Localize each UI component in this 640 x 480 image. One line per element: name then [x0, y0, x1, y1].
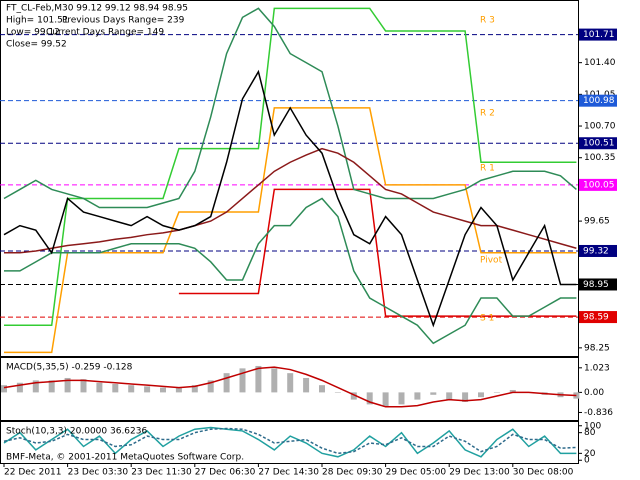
histogram-bar	[96, 382, 103, 393]
histogram-bar	[255, 365, 262, 393]
panel-frame	[0, 0, 579, 357]
y-tick-label: 1.023	[584, 363, 610, 373]
histogram-bar	[144, 386, 151, 393]
histogram-bar	[191, 385, 198, 393]
histogram-bar	[478, 392, 484, 398]
histogram-bar	[509, 389, 516, 393]
histogram-bar	[446, 392, 453, 400]
level-label: 101.71	[583, 30, 615, 40]
histogram-bar	[414, 392, 421, 400]
y-tick-label: -0.836	[584, 408, 613, 418]
histogram-bar	[350, 392, 357, 400]
x-tick-label: 29 Dec 05:00	[386, 468, 447, 478]
histogram-bar	[223, 373, 230, 393]
panel-title: MACD(5,35,5) -0.259 -0.128	[6, 363, 133, 373]
y-tick-label: 99.65	[584, 217, 610, 227]
histogram-bar	[430, 392, 437, 395]
level-box	[579, 311, 617, 324]
y-tick-label: 101.40	[584, 58, 616, 68]
series-line	[4, 197, 577, 345]
info-text: Low= 99.12	[6, 28, 60, 38]
x-tick-label: 27 Dec 06:30	[195, 468, 256, 478]
series-line	[3, 69, 577, 328]
series-line	[3, 427, 577, 455]
level-box	[579, 244, 617, 257]
histogram-bar	[493, 392, 500, 393]
level-box	[579, 94, 617, 107]
level-box	[579, 137, 617, 150]
copyright: BMF-Meta, © 2001-2011 MetaQuotes Softwar…	[6, 453, 244, 463]
pivot-label: R 1	[480, 164, 495, 174]
histogram-bar	[303, 377, 310, 393]
y-tick-label: 20	[584, 449, 596, 459]
x-tick-label: 23 Dec 03:30	[68, 468, 129, 478]
x-tick-label: 30 Dec 08:00	[513, 468, 574, 478]
info-text: Close= 99.52	[6, 40, 67, 50]
y-tick-label: 100.35	[584, 153, 616, 163]
x-tick-label: 23 Dec 11:30	[131, 468, 192, 478]
histogram-bar	[398, 392, 405, 405]
y-tick-label: 100.70	[584, 122, 616, 132]
pivot-label: R 3	[480, 16, 495, 26]
x-tick-label: 29 Dec 13:00	[449, 468, 510, 478]
info-text: High= 101.51	[6, 16, 69, 26]
level-box	[579, 278, 617, 291]
histogram-bar	[319, 385, 325, 393]
pivot-label: Pivot	[480, 256, 503, 266]
histogram-bar	[382, 392, 389, 407]
y-tick-label: 98.25	[584, 343, 610, 353]
level-label: 98.95	[583, 280, 609, 290]
pivot-label: R 2	[480, 109, 495, 119]
x-tick-label: 28 Dec 09:30	[322, 468, 383, 478]
y-tick-label: 0	[584, 456, 590, 466]
x-tick-label: 22 Dec 2011	[4, 468, 62, 478]
level-label: 100.51	[583, 139, 615, 149]
histogram-bar	[64, 377, 71, 393]
level-label: 99.32	[583, 246, 609, 256]
histogram-bar	[1, 385, 7, 393]
info-text: Previous Days Range= 239	[62, 16, 185, 26]
series-line	[4, 7, 577, 326]
histogram-bar	[175, 387, 182, 393]
histogram-bar	[239, 368, 246, 393]
histogram-bar	[207, 380, 214, 393]
histogram-bar	[32, 380, 39, 393]
level-box	[579, 28, 617, 41]
series-line	[3, 366, 577, 408]
histogram-bar	[80, 379, 87, 393]
level-label: 98.59	[583, 313, 609, 323]
y-tick-label: 80	[584, 428, 596, 438]
histogram-bar	[48, 380, 55, 393]
histogram-bar	[287, 373, 294, 393]
level-label: 100.98	[583, 96, 615, 106]
panel-frame	[0, 421, 579, 464]
level-label: 100.05	[583, 180, 615, 190]
info-text: Current Days Range= 149	[46, 28, 164, 38]
histogram-bar	[366, 392, 373, 405]
x-tick-label: 27 Dec 14:30	[258, 468, 319, 478]
histogram-bar	[271, 368, 278, 393]
series-line	[4, 147, 577, 254]
histogram-bar	[112, 383, 119, 393]
histogram-bar	[462, 392, 469, 402]
pivot-label: S 1	[480, 314, 494, 324]
y-tick-label: 0.00	[584, 388, 604, 398]
series-line	[178, 188, 577, 317]
level-box	[579, 178, 617, 191]
panel-frame	[0, 357, 579, 421]
histogram-bar	[16, 382, 23, 393]
histogram-bar	[334, 392, 341, 393]
y-tick-label: 100	[584, 421, 601, 431]
histogram-bar	[160, 387, 166, 393]
series-line	[3, 7, 577, 209]
info-text: FT_CL-Feb,M30 99.12 99.12 98.94 98.95	[6, 4, 188, 14]
panel-title: Stoch(10,3,3) 20.0000 36.6236	[6, 427, 147, 437]
histogram-bar	[128, 385, 135, 393]
series-line	[3, 426, 577, 458]
